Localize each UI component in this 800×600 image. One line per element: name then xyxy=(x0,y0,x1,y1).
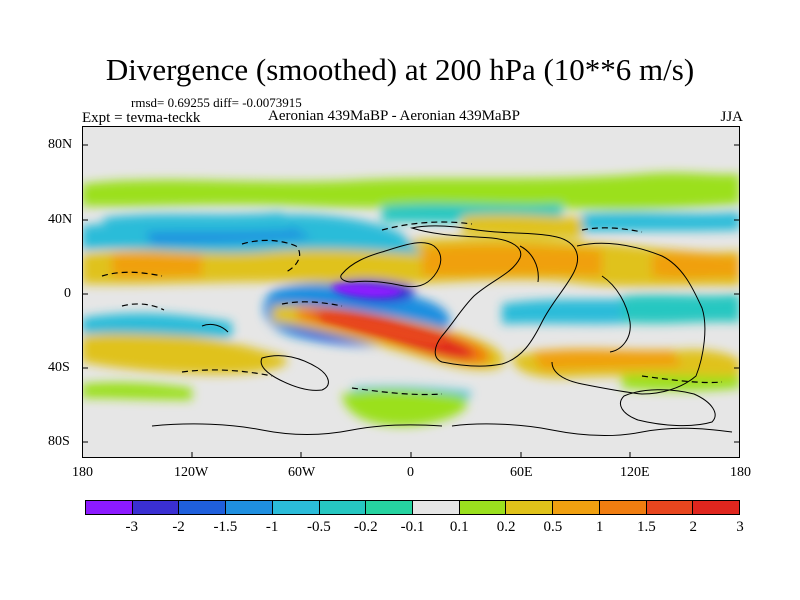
colorbar-label: -1.5 xyxy=(213,519,238,535)
colorbar-box xyxy=(412,500,460,515)
divergence-map xyxy=(82,126,740,458)
colorbar-box xyxy=(271,500,320,515)
plot-title: Divergence (smoothed) at 200 hPa (10**6 … xyxy=(105,52,695,87)
stats-label: rmsd= 0.69255 diff= -0.0073915 xyxy=(131,95,302,110)
colorbar-label: -1 xyxy=(265,519,279,535)
colorbar-label: 0.1 xyxy=(449,519,469,535)
experiment-label: Expt = tevma-teckk xyxy=(82,110,201,126)
lon-label-60w: 60W xyxy=(288,465,316,480)
lat-label-40s: 40S xyxy=(48,360,70,375)
lon-label-180e: 180 xyxy=(730,465,751,480)
lon-label-120e: 120E xyxy=(620,465,650,480)
colorbar-box xyxy=(318,500,367,515)
colorbar-box xyxy=(552,500,600,515)
colorbar-box xyxy=(598,500,647,515)
colorbar-label: 1.5 xyxy=(637,519,656,535)
colorbar-label: 0.2 xyxy=(496,519,516,535)
colorbar-label: 2 xyxy=(689,519,697,535)
colorbar-label: -0.2 xyxy=(353,519,378,535)
lat-label-0: 0 xyxy=(64,286,71,301)
colorbar-box xyxy=(131,500,180,515)
lon-label-180w: 180 xyxy=(72,465,93,480)
paleo-shelf-lines xyxy=(101,221,723,396)
colorbar-label: 0.5 xyxy=(543,519,563,535)
colorbar-label: -0.5 xyxy=(307,519,331,535)
coastlines xyxy=(151,225,733,437)
comparison-label: Aeronian 439MaBP - Aeronian 439MaBP xyxy=(268,108,520,124)
lat-label-40n: 40N xyxy=(48,212,73,227)
colorbar-label: 1 xyxy=(595,519,604,535)
colorbar-box xyxy=(365,500,414,515)
lat-label-80s: 80S xyxy=(48,434,70,449)
tick-marks xyxy=(82,144,740,458)
lon-label-0: 0 xyxy=(407,465,414,480)
colorbar-label: -3 xyxy=(125,519,139,535)
season-label: JJA xyxy=(720,109,743,125)
colorbar-label: -2 xyxy=(172,519,185,535)
colorbar-label: -0.1 xyxy=(400,519,425,535)
colorbar xyxy=(85,500,741,515)
lat-label-80n: 80N xyxy=(48,137,73,152)
colorbar-box xyxy=(645,500,694,515)
map-panel xyxy=(82,126,740,458)
lon-label-120w: 120W xyxy=(174,465,209,480)
colorbar-box xyxy=(225,500,273,515)
colorbar-label: 3 xyxy=(736,519,744,535)
colorbar-box xyxy=(178,500,227,515)
colorbar-box xyxy=(505,500,554,515)
colorbar-box xyxy=(692,500,741,515)
colorbar-box xyxy=(85,500,133,515)
lon-label-60e: 60E xyxy=(510,465,533,480)
colorbar-box xyxy=(458,500,507,515)
